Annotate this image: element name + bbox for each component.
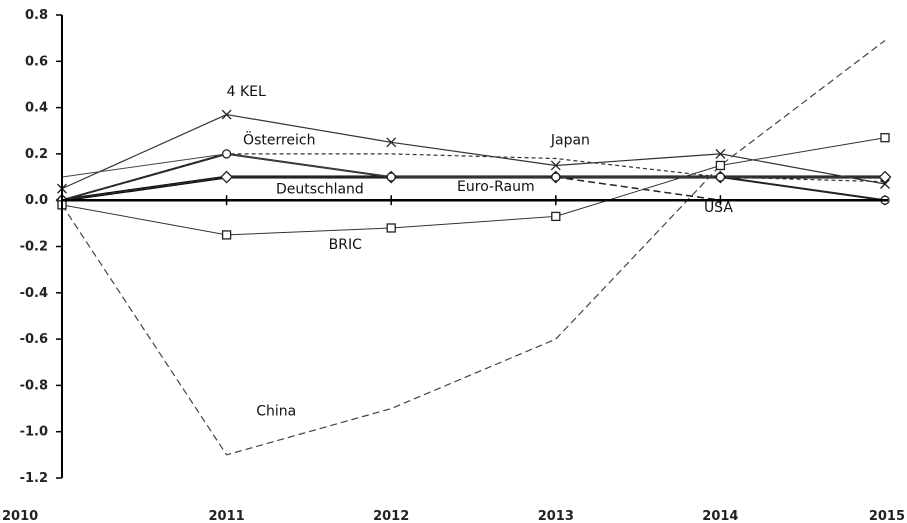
- y-tick-label: -0.4: [20, 286, 48, 301]
- series-line: [61, 153, 886, 201]
- x-tick-label: 2011: [209, 509, 245, 523]
- y-tick-label: 0.8: [25, 8, 48, 23]
- series-lines: [61, 39, 886, 456]
- series-annotation-label: Deutschland: [276, 181, 364, 197]
- point-marker-diamond: [878, 170, 892, 184]
- point-marker-x: [550, 160, 561, 171]
- y-tick-label: 0.2: [25, 147, 48, 162]
- y-tick-label: -0.6: [20, 332, 48, 347]
- series-line: [61, 113, 886, 190]
- point-marker-square: [221, 230, 232, 240]
- point-marker-x: [880, 179, 890, 189]
- series-annotation-label: Österreich: [243, 131, 315, 149]
- series-line: [61, 137, 886, 236]
- point-marker-diamond: [220, 170, 234, 184]
- point-marker-x: [715, 148, 726, 159]
- point-marker-circle: [386, 172, 396, 182]
- axes: [61, 15, 888, 478]
- y-tick-label: 0.4: [25, 101, 48, 116]
- series-line: [61, 153, 885, 178]
- series-annotation-label: BRIC: [329, 237, 362, 253]
- series-annotation-label: USA: [704, 200, 733, 216]
- y-axis-ticks: 0.8 0.6 0.4 0.2 0.0 -0.2 -0.4 -0.6 -0.8 -1.0 -1.2: [20, 8, 62, 486]
- y-tick-label: -1.0: [20, 425, 48, 440]
- y-tick-label: -0.8: [20, 378, 48, 393]
- series-markers: [55, 109, 892, 240]
- x-axis-ticks: 2010 2011 2012 2013 2014 2015: [2, 195, 905, 523]
- x-tick-label: 2010: [2, 509, 38, 523]
- y-tick-label: -0.2: [20, 240, 48, 255]
- y-tick-label: 0.0: [25, 193, 48, 208]
- point-marker-x: [221, 109, 232, 120]
- point-marker-square: [551, 211, 561, 222]
- point-marker-square: [386, 223, 396, 233]
- point-marker-circle: [715, 172, 726, 182]
- series-annotation-label: Euro-Raum: [457, 179, 535, 195]
- point-marker-square: [880, 133, 890, 143]
- x-tick-label: 2014: [702, 509, 738, 523]
- point-marker-square: [715, 160, 726, 171]
- series-annotation-label: 4 KEL: [227, 84, 266, 100]
- series-annotation-label: China: [256, 403, 296, 419]
- series-line: [61, 39, 886, 456]
- x-tick-label: 2012: [373, 509, 409, 523]
- series-annotation-label: Japan: [550, 133, 590, 149]
- series-annotations: 4 KEL Österreich Japan Deutschland Euro-Raum…: [227, 84, 734, 419]
- point-marker-circle: [221, 149, 232, 159]
- y-tick-label: 0.6: [25, 54, 48, 69]
- point-marker-x: [386, 137, 397, 148]
- x-tick-label: 2015: [869, 509, 905, 523]
- x-tick-label: 2013: [538, 509, 574, 523]
- y-tick-label: -1.2: [20, 471, 48, 486]
- point-marker-circle: [551, 172, 561, 182]
